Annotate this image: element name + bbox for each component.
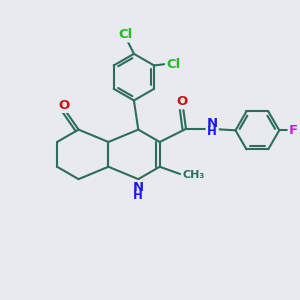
Text: Cl: Cl xyxy=(118,28,132,41)
Text: H: H xyxy=(207,125,217,138)
Text: N: N xyxy=(133,182,144,194)
Text: CH₃: CH₃ xyxy=(182,170,205,181)
Text: Cl: Cl xyxy=(166,58,180,70)
Text: O: O xyxy=(176,95,187,108)
Text: F: F xyxy=(289,124,298,137)
Text: O: O xyxy=(58,99,70,112)
Text: N: N xyxy=(207,117,218,130)
Text: H: H xyxy=(133,189,143,202)
